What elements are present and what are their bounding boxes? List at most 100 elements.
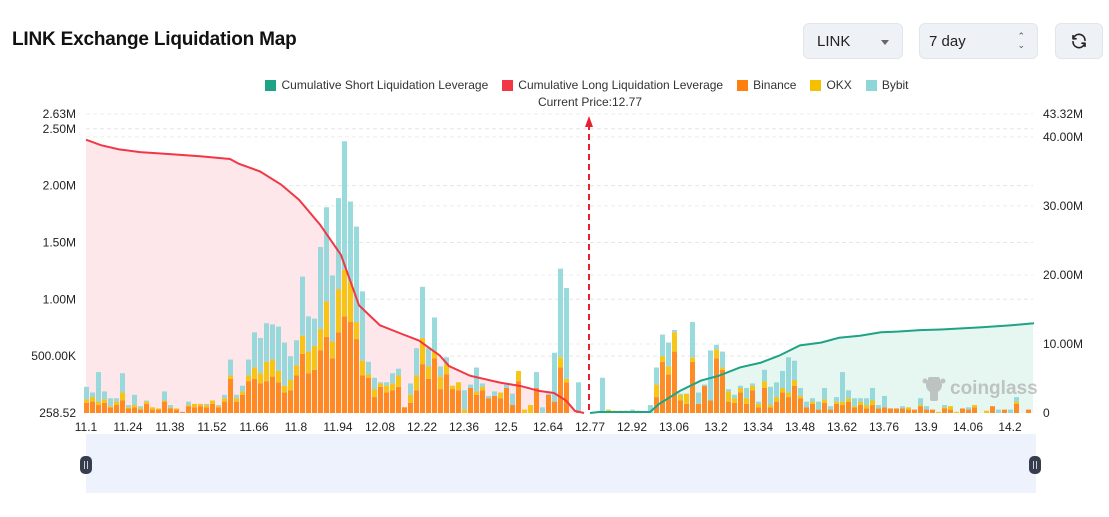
bar-binance [360, 375, 365, 413]
bar-okx [654, 384, 659, 398]
bar-okx [276, 370, 281, 383]
x-tick-label: 13.62 [827, 420, 857, 434]
bar-binance [990, 406, 995, 413]
bar-okx [750, 385, 755, 391]
bar-binance [960, 408, 965, 413]
legend-swatch [265, 79, 277, 91]
bar-bybit [228, 359, 233, 376]
bar-binance [924, 409, 929, 413]
bar-binance [348, 322, 353, 413]
bar-bybit [126, 405, 131, 408]
refresh-button[interactable] [1055, 23, 1103, 59]
bar-okx [84, 399, 89, 403]
bar-bybit [414, 348, 419, 376]
bar-bybit [654, 367, 659, 385]
bar-bybit [744, 387, 749, 399]
bar-binance [762, 387, 767, 413]
bar-binance [942, 408, 947, 413]
legend-item-okx[interactable]: OKX [810, 78, 852, 92]
bar-binance [558, 367, 563, 413]
bar-binance [792, 385, 797, 413]
bar-okx [186, 405, 191, 407]
y-tick-label: 258.52 [39, 406, 76, 420]
slider-handle-right[interactable] [1029, 456, 1041, 474]
bar-okx [384, 385, 389, 393]
bar-bybit [798, 387, 803, 396]
bar-okx [726, 391, 731, 402]
bar-binance [726, 401, 731, 413]
bar-bybit [828, 406, 833, 410]
legend-item-short[interactable]: Cumulative Short Liquidation Leverage [265, 78, 488, 92]
bar-binance [174, 409, 179, 413]
bar-okx [288, 380, 293, 391]
legend-item-long[interactable]: Cumulative Long Liquidation Leverage [502, 78, 723, 92]
bar-okx [96, 401, 101, 406]
bar-bybit [474, 367, 479, 392]
x-tick-label: 12.5 [494, 420, 518, 434]
bar-bybit [672, 330, 677, 333]
bar-binance [96, 405, 101, 413]
bar-binance [972, 407, 977, 413]
bar-binance [780, 392, 785, 413]
arrow-up-icon [585, 116, 593, 127]
x-tick-label: 11.8 [285, 420, 308, 434]
bar-binance [888, 408, 893, 413]
bar-bybit [354, 226, 359, 323]
bar-bybit [138, 406, 143, 409]
bar-bybit [294, 340, 299, 366]
zoom-range-slider[interactable] [86, 434, 1036, 493]
bar-okx [126, 407, 131, 409]
bar-binance [1002, 409, 1007, 413]
bar-binance [186, 406, 191, 413]
period-select[interactable]: 7 day ⌃ ⌄ [919, 23, 1038, 59]
legend-item-binance[interactable]: Binance [737, 78, 796, 92]
bar-bybit [720, 351, 725, 368]
bar-okx [1014, 401, 1019, 404]
bar-bybit [822, 387, 827, 400]
bar-okx [768, 405, 773, 408]
bar-okx [420, 337, 425, 365]
x-tick-label: 12.22 [407, 420, 437, 434]
bar-binance [90, 401, 95, 413]
bar-okx [558, 357, 563, 368]
bar-okx [906, 407, 911, 410]
bar-bybit [258, 337, 263, 374]
x-tick-label: 12.36 [449, 420, 479, 434]
bar-bybit [924, 406, 929, 410]
x-tick-label: 11.66 [239, 420, 268, 434]
bar-okx [414, 375, 419, 391]
bar-bybit [282, 342, 287, 386]
bar-okx [522, 409, 527, 413]
bar-bybit [234, 394, 239, 399]
slider-handle-left[interactable] [80, 456, 92, 474]
bar-binance [240, 394, 245, 413]
y2-tick-label: 43.32M [1043, 107, 1083, 121]
bar-bybit [996, 409, 1001, 413]
bar-bybit [870, 387, 875, 401]
legend-label: Cumulative Long Liquidation Leverage [518, 78, 724, 92]
bar-bybit [750, 383, 755, 386]
bar-bybit [246, 359, 251, 376]
bar-okx [102, 399, 107, 403]
bar-okx [162, 400, 167, 402]
bar-okx [324, 301, 329, 337]
legend-item-bybit[interactable]: Bybit [865, 78, 909, 92]
lines [85, 138, 1035, 414]
bar-okx [732, 398, 737, 403]
caret-down-icon [881, 40, 889, 45]
bar-binance [834, 403, 839, 413]
bar-bybit [300, 276, 305, 336]
legend-swatch [810, 79, 822, 91]
bar-okx [672, 332, 677, 352]
bar-binance [216, 407, 221, 413]
bar-okx [258, 373, 263, 384]
bar-binance [120, 400, 125, 413]
bar-bybit [702, 384, 707, 386]
coin-select[interactable]: LINK [803, 23, 903, 59]
short-area [590, 323, 1034, 413]
bar-binance [408, 402, 413, 413]
bar-binance [798, 398, 803, 413]
bar-okx [780, 387, 785, 393]
bar-okx [204, 405, 209, 408]
